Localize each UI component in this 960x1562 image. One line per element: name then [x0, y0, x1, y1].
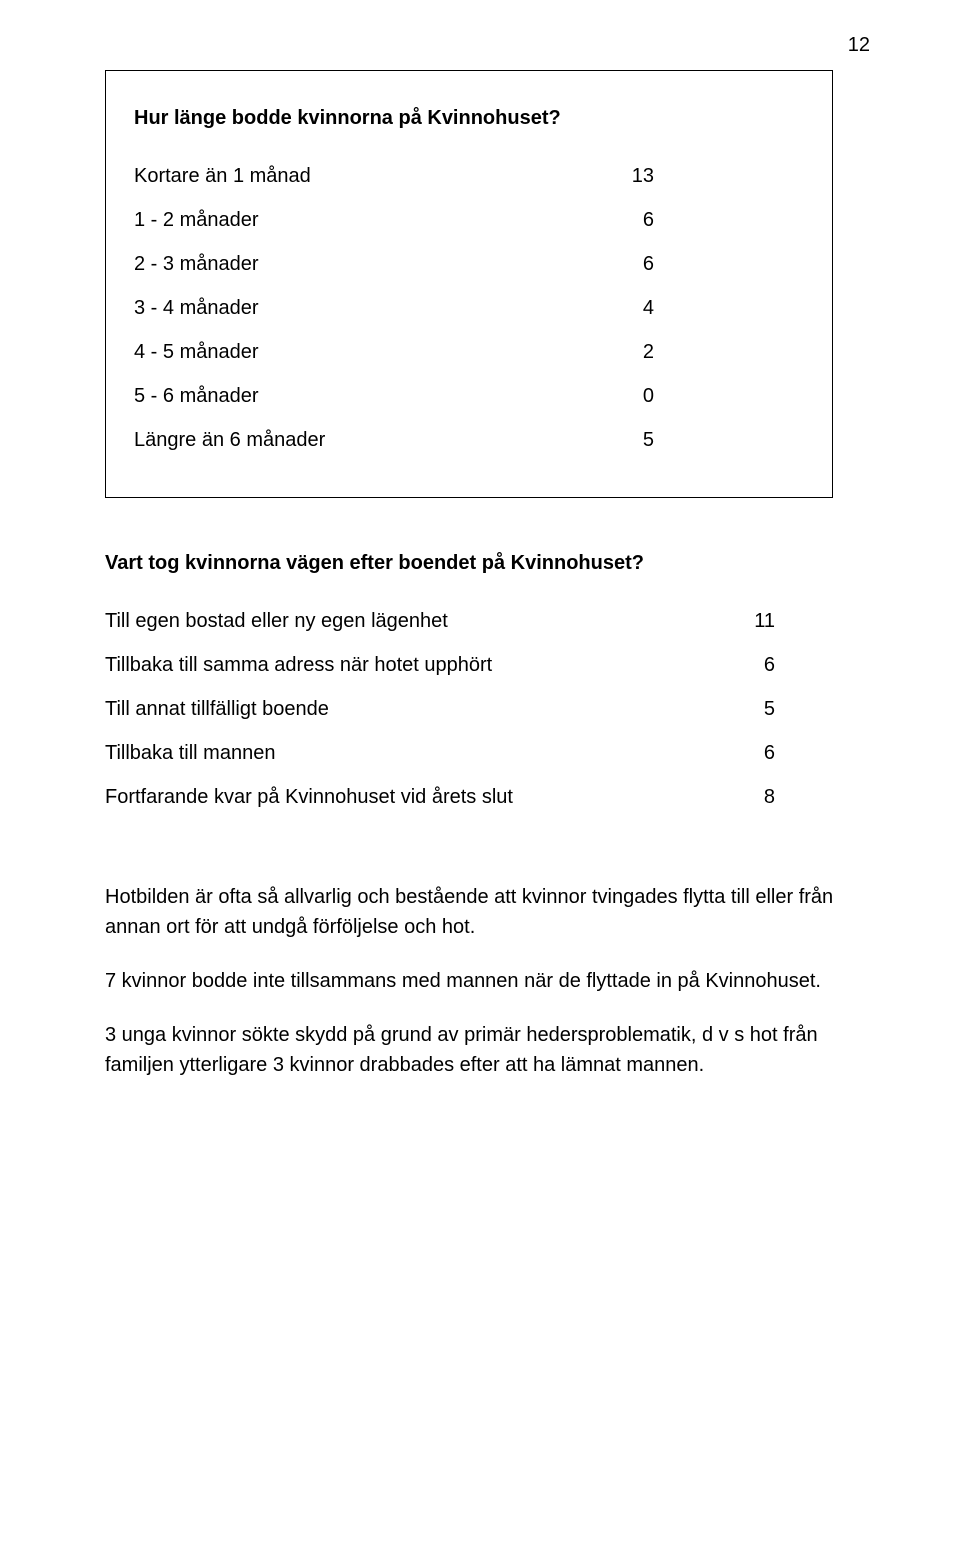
row-value: 11 — [725, 606, 775, 636]
table-row: 5 - 6 månader 0 — [134, 381, 804, 411]
paragraph: 7 kvinnor bodde inte tillsammans med man… — [105, 966, 865, 996]
row-label: Tillbaka till mannen — [105, 738, 725, 768]
row-label: 4 - 5 månader — [134, 337, 604, 367]
table-row: Till egen bostad eller ny egen lägenhet … — [105, 606, 865, 636]
section-title: Vart tog kvinnorna vägen efter boendet p… — [105, 548, 865, 578]
box-title: Hur länge bodde kvinnorna på Kvinnohuset… — [134, 103, 804, 133]
table-row: 2 - 3 månader 6 — [134, 249, 804, 279]
table-row: Längre än 6 månader 5 — [134, 425, 804, 455]
destination-section: Vart tog kvinnorna vägen efter boendet p… — [105, 548, 865, 812]
row-label: Kortare än 1 månad — [134, 161, 604, 191]
row-value: 0 — [604, 381, 654, 411]
row-label: 1 - 2 månader — [134, 205, 604, 235]
table-row: Fortfarande kvar på Kvinnohuset vid året… — [105, 782, 865, 812]
row-value: 5 — [725, 694, 775, 724]
row-label: 2 - 3 månader — [134, 249, 604, 279]
paragraph: Hotbilden är ofta så allvarlig och bestå… — [105, 882, 865, 942]
duration-box: Hur länge bodde kvinnorna på Kvinnohuset… — [105, 70, 833, 498]
row-value: 6 — [725, 738, 775, 768]
row-value: 6 — [725, 650, 775, 680]
row-value: 8 — [725, 782, 775, 812]
row-value: 6 — [604, 249, 654, 279]
page: 12 Hur länge bodde kvinnorna på Kvinnohu… — [0, 0, 960, 1562]
table-row: Tillbaka till mannen 6 — [105, 738, 865, 768]
table-row: Kortare än 1 månad 13 — [134, 161, 804, 191]
row-label: Tillbaka till samma adress när hotet upp… — [105, 650, 725, 680]
row-label: 3 - 4 månader — [134, 293, 604, 323]
paragraph: 3 unga kvinnor sökte skydd på grund av p… — [105, 1020, 865, 1080]
row-value: 4 — [604, 293, 654, 323]
row-value: 5 — [604, 425, 654, 455]
row-label: 5 - 6 månader — [134, 381, 604, 411]
page-number: 12 — [848, 30, 870, 60]
table-row: 4 - 5 månader 2 — [134, 337, 804, 367]
row-value: 13 — [604, 161, 654, 191]
table-row: 3 - 4 månader 4 — [134, 293, 804, 323]
row-value: 2 — [604, 337, 654, 367]
row-label: Fortfarande kvar på Kvinnohuset vid året… — [105, 782, 725, 812]
table-row: 1 - 2 månader 6 — [134, 205, 804, 235]
table-row: Till annat tillfälligt boende 5 — [105, 694, 865, 724]
row-label: Till annat tillfälligt boende — [105, 694, 725, 724]
row-label: Till egen bostad eller ny egen lägenhet — [105, 606, 725, 636]
row-label: Längre än 6 månader — [134, 425, 604, 455]
row-value: 6 — [604, 205, 654, 235]
table-row: Tillbaka till samma adress när hotet upp… — [105, 650, 865, 680]
